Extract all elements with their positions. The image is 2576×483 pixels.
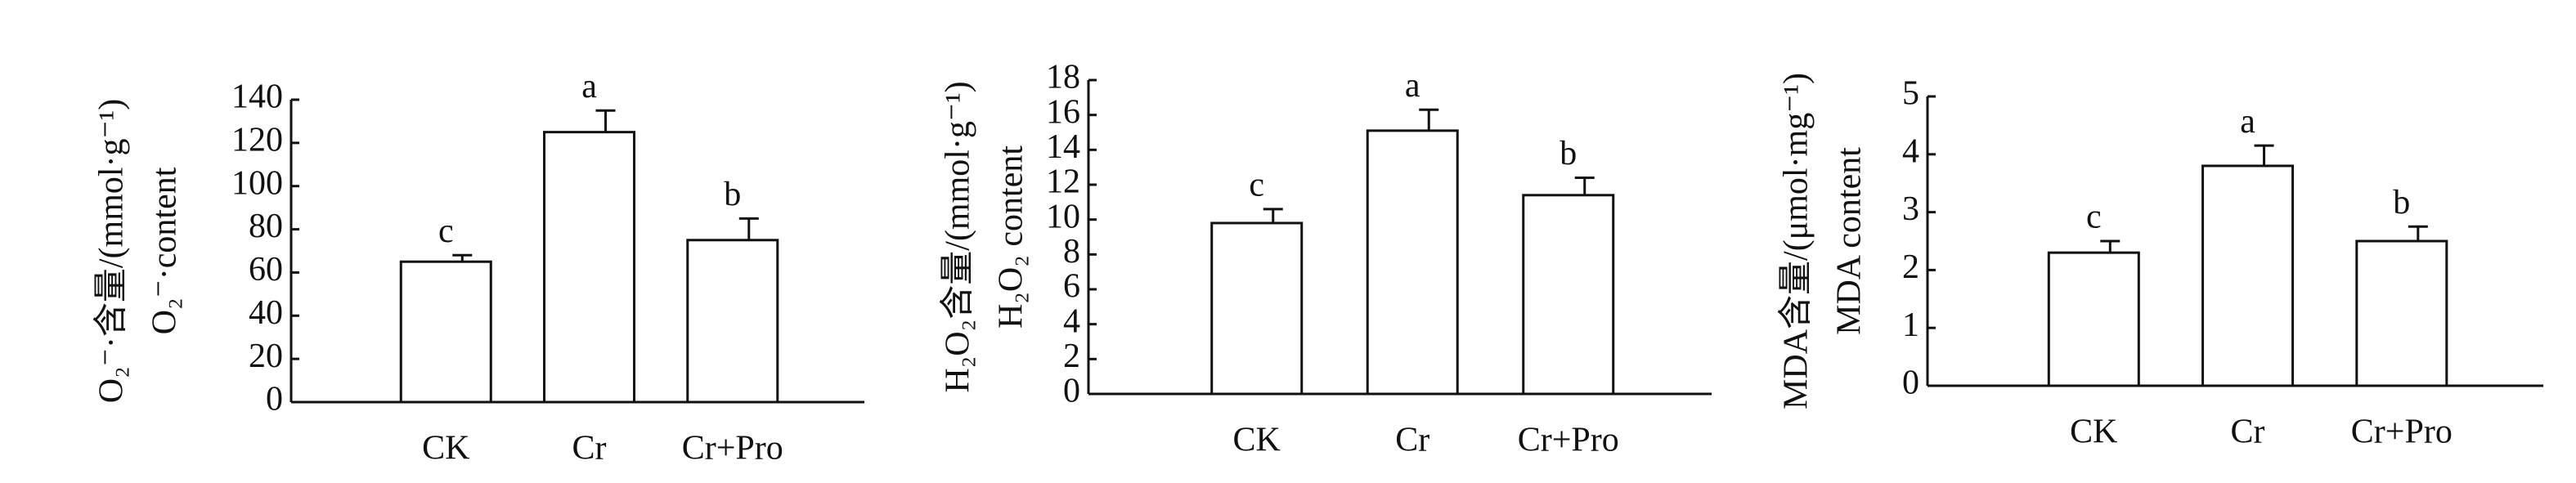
significance-letter: a bbox=[581, 68, 597, 105]
y-tick-label: 4 bbox=[1902, 132, 1919, 170]
significance-letter: c bbox=[1249, 167, 1264, 204]
y-tick-label: 14 bbox=[1046, 128, 1080, 166]
bar bbox=[2201, 164, 2295, 387]
y-axis-label: O₂⁻·content bbox=[146, 167, 184, 334]
y-axis-label: MDA content bbox=[1831, 147, 1869, 335]
y-tick-label: 60 bbox=[249, 251, 283, 288]
y-tick-label: 1 bbox=[1902, 306, 1919, 344]
y-tick-label: 2 bbox=[1063, 338, 1080, 375]
y-tick-label: 16 bbox=[1046, 93, 1080, 131]
x-tick-label: CK bbox=[422, 430, 469, 467]
significance-letter: c bbox=[438, 212, 454, 250]
x-tick-label: Cr bbox=[572, 430, 607, 467]
significance-letter: b bbox=[2393, 184, 2410, 221]
y-tick-label: 100 bbox=[231, 164, 283, 202]
y-tick-label: 5 bbox=[1902, 75, 1919, 113]
y-tick-label: 120 bbox=[231, 121, 283, 159]
y-tick-label: 80 bbox=[249, 208, 283, 245]
y-axis-label: H₂O₂含量/(mmol·g⁻¹) bbox=[940, 81, 977, 392]
significance-letter: b bbox=[1560, 135, 1577, 172]
y-tick-label: 10 bbox=[1046, 198, 1080, 235]
y-tick-label: 0 bbox=[1063, 373, 1080, 410]
y-tick-label: 18 bbox=[1046, 59, 1080, 96]
y-axis-label: O₂⁻·含量/(mmol·g⁻¹) bbox=[93, 99, 131, 404]
significance-letter: b bbox=[724, 176, 741, 213]
x-tick-label: CK bbox=[1233, 422, 1281, 459]
bar bbox=[686, 239, 779, 404]
x-tick-label: Cr+Pro bbox=[1518, 422, 1619, 459]
significance-letter: a bbox=[2240, 103, 2255, 141]
y-tick-label: 8 bbox=[1063, 233, 1080, 271]
y-axis-label: H₂O₂ content bbox=[993, 145, 1030, 329]
bar bbox=[2355, 239, 2448, 387]
y-tick-label: 40 bbox=[249, 294, 283, 332]
significance-letter: a bbox=[1405, 67, 1420, 105]
y-tick-label: 6 bbox=[1063, 268, 1080, 306]
x-tick-label: Cr bbox=[2231, 414, 2265, 451]
y-tick-label: 0 bbox=[266, 381, 283, 418]
bar bbox=[1522, 194, 1615, 396]
y-tick-label: 0 bbox=[1902, 364, 1919, 402]
x-tick-label: Cr bbox=[1395, 422, 1429, 459]
bar bbox=[399, 260, 492, 404]
x-tick-label: Cr+Pro bbox=[682, 430, 783, 467]
x-tick-label: CK bbox=[2070, 414, 2117, 451]
y-tick-label: 4 bbox=[1063, 302, 1080, 340]
y-tick-label: 2 bbox=[1902, 248, 1919, 286]
x-tick-label: Cr+Pro bbox=[2351, 414, 2453, 451]
y-tick-label: 140 bbox=[231, 78, 283, 116]
y-tick-label: 20 bbox=[249, 338, 283, 375]
y-tick-label: 3 bbox=[1902, 190, 1919, 228]
bar bbox=[1366, 129, 1459, 396]
bar bbox=[2047, 251, 2140, 387]
significance-letter: c bbox=[2086, 199, 2102, 236]
bar bbox=[1210, 221, 1304, 396]
y-tick-label: 12 bbox=[1046, 163, 1080, 201]
y-axis-label: MDA含量/(μmol·mg⁻¹) bbox=[1778, 73, 1815, 409]
bar bbox=[543, 131, 636, 404]
